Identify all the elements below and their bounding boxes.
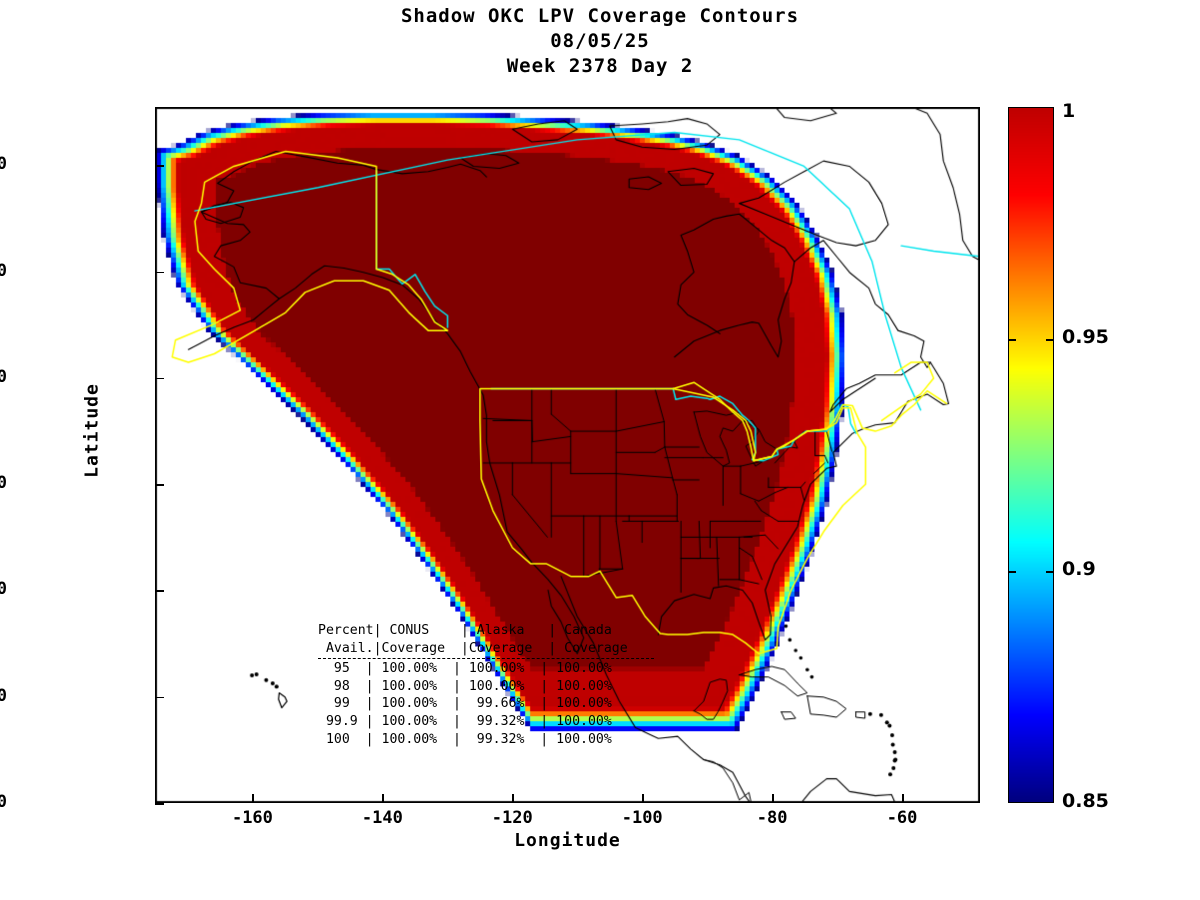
y-tick-label-60: 60 bbox=[0, 260, 7, 281]
y-tick-label-70: 70 bbox=[0, 154, 7, 175]
stats-header-row-2: Avail.|Coverage |Coverage | Coverage bbox=[318, 640, 628, 656]
y-tick-mark-30 bbox=[155, 590, 164, 592]
y-tick-mark-50 bbox=[155, 377, 164, 380]
stats-row-4: 100 | 100.00% | 99.32% | 100.00% bbox=[318, 731, 612, 747]
stats-row-2: 99 | 100.00% | 99.66% | 100.00% bbox=[318, 696, 612, 712]
stats-separator bbox=[318, 658, 654, 660]
x-tick-label--100: -100 bbox=[621, 808, 663, 828]
x-tick-mark--140 bbox=[382, 794, 384, 803]
chart-title: Shadow OKC LPV Coverage Contours 08/05/2… bbox=[0, 4, 1200, 79]
y-tick-mark-20 bbox=[155, 696, 164, 699]
colorbar bbox=[1008, 107, 1054, 803]
y-tick-mark-40 bbox=[155, 484, 164, 486]
title-line-1: Shadow OKC LPV Coverage Contours bbox=[400, 5, 800, 27]
x-tick-label--60: -60 bbox=[886, 808, 918, 828]
stats-row-0: 95 | 100.00% | 100.00% | 100.00% bbox=[318, 661, 612, 677]
y-tick-mark-10 bbox=[155, 803, 164, 805]
y-tick-label-10: 10 bbox=[0, 792, 7, 812]
y-tick-label-30: 30 bbox=[0, 579, 7, 600]
colorbar-tick-mark bbox=[1008, 339, 1016, 341]
colorbar-tick-0.95: 0.95 bbox=[1062, 326, 1109, 348]
stats-header-row-1: Percent| CONUS | Alaska | Canada bbox=[318, 623, 612, 638]
y-tick-label-40: 40 bbox=[0, 473, 7, 494]
y-tick-mark-60 bbox=[155, 271, 164, 274]
x-tick-mark--160 bbox=[252, 794, 254, 803]
colorbar-tick-mark bbox=[1046, 339, 1054, 341]
y-axis-label: Latitude bbox=[81, 383, 103, 478]
x-tick-label--80: -80 bbox=[756, 808, 788, 828]
x-tick-label--140: -140 bbox=[361, 808, 403, 828]
colorbar-tick-mark bbox=[1008, 571, 1016, 573]
y-tick-label-20: 20 bbox=[0, 685, 7, 706]
x-tick-mark--80 bbox=[772, 794, 774, 803]
x-tick-label--160: -160 bbox=[231, 808, 273, 828]
colorbar-tick-0.85: 0.85 bbox=[1062, 790, 1109, 812]
x-tick-label--120: -120 bbox=[491, 808, 533, 828]
stats-row-1: 98 | 100.00% | 100.00% | 100.00% bbox=[318, 678, 612, 694]
coverage-statistics-table: Percent| CONUS | Alaska | Canada Avail.|… bbox=[318, 622, 654, 748]
x-axis-label: Longitude bbox=[514, 830, 621, 851]
x-tick-mark--60 bbox=[902, 794, 904, 803]
colorbar-tick-1: 1 bbox=[1062, 100, 1076, 122]
stats-row-3: 99.9 | 100.00% | 99.32% | 100.00% bbox=[318, 713, 612, 729]
title-line-2: 08/05/25 bbox=[550, 30, 650, 52]
title-line-3: Week 2378 Day 2 bbox=[506, 55, 694, 77]
y-tick-label-50: 50 bbox=[0, 366, 7, 387]
colorbar-tick-mark bbox=[1046, 571, 1054, 573]
map-plot-area: Percent| CONUS | Alaska | Canada Avail.|… bbox=[155, 107, 980, 803]
y-tick-mark-70 bbox=[155, 165, 164, 167]
x-tick-mark--100 bbox=[642, 794, 644, 803]
colorbar-tick-0.9: 0.9 bbox=[1062, 558, 1096, 580]
coverage-contour-canvas bbox=[156, 108, 979, 802]
x-tick-mark--120 bbox=[512, 794, 514, 803]
